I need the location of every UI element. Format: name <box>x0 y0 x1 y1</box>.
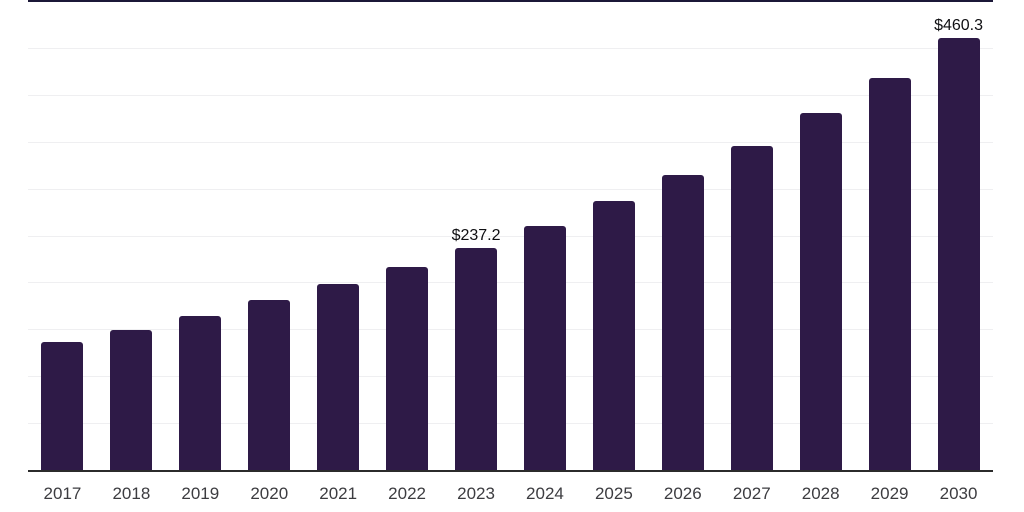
y-gridline <box>28 47 993 49</box>
y-gridline <box>28 282 993 284</box>
bar-2021[interactable] <box>317 284 359 470</box>
y-gridline <box>28 188 993 190</box>
data-label-2030: $460.3 <box>934 17 983 34</box>
x-tick-label-2022: 2022 <box>388 484 427 503</box>
y-gridline <box>28 423 993 425</box>
x-tick-label-2017: 2017 <box>43 484 82 503</box>
x-tick-label-2023: 2023 <box>457 484 495 503</box>
x-tick-label-2019: 2019 <box>181 484 220 503</box>
bar-2019[interactable] <box>179 316 221 470</box>
x-tick-label-2028: 2028 <box>801 484 840 503</box>
bar-2030[interactable] <box>938 38 980 470</box>
x-tick-label-2030: 2030 <box>939 484 978 503</box>
x-tick-label-2025: 2025 <box>594 484 633 503</box>
bar-2017[interactable] <box>41 342 83 470</box>
bar-2025[interactable] <box>593 201 635 470</box>
y-gridline <box>28 94 993 96</box>
bar-2023[interactable] <box>455 248 497 470</box>
x-axis-line <box>28 470 993 472</box>
y-gridline <box>28 141 993 143</box>
bar-2029[interactable] <box>869 78 911 470</box>
x-tick-label-2021: 2021 <box>319 484 358 503</box>
bar-2027[interactable] <box>731 146 773 470</box>
bar-2024[interactable] <box>524 226 566 470</box>
plot-top-gridline <box>28 0 993 2</box>
bar-2028[interactable] <box>800 113 842 470</box>
x-tick-label-2029: 2029 <box>870 484 909 503</box>
bar-2020[interactable] <box>248 300 290 470</box>
y-gridline <box>28 235 993 237</box>
data-label-2023: $237.2 <box>451 227 501 244</box>
x-tick-label-2026: 2026 <box>663 484 702 503</box>
y-gridline <box>28 376 993 378</box>
x-tick-label-2020: 2020 <box>250 484 289 503</box>
x-tick-label-2027: 2027 <box>732 484 771 503</box>
x-tick-label-2018: 2018 <box>112 484 151 503</box>
x-tick-label-2024: 2024 <box>526 484 564 503</box>
bar-2026[interactable] <box>662 175 704 470</box>
y-gridline <box>28 329 993 331</box>
bar-2018[interactable] <box>110 330 152 470</box>
bar-2022[interactable] <box>386 267 428 470</box>
